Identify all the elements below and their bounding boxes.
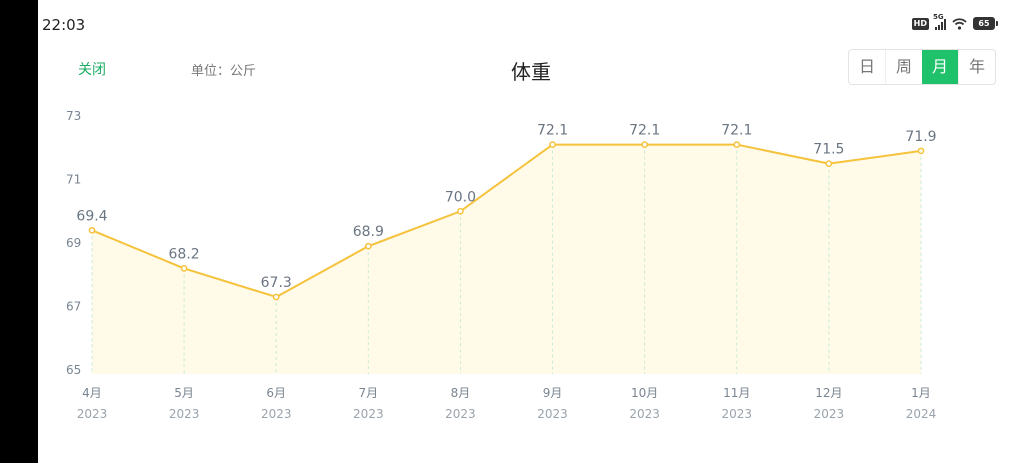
data-label: 72.1 (537, 123, 568, 139)
unit-label: 单位：公斤 (191, 64, 257, 79)
data-point (641, 141, 649, 148)
data-label: 71.5 (813, 142, 844, 158)
x-tick-label: 11月 (723, 386, 750, 400)
x-tick-label: 10月 (631, 386, 658, 400)
tab-year[interactable]: 年 (958, 50, 995, 84)
data-label: 72.1 (721, 123, 752, 139)
x-tick-label: 8月 (451, 386, 471, 400)
x-tick-year: 2023 (814, 407, 845, 421)
data-label: 72.1 (629, 123, 660, 139)
data-point (180, 265, 188, 272)
status-icons: HD 5G 65 (911, 13, 998, 30)
x-tick-label: 9月 (543, 386, 563, 400)
y-tick-label: 65 (66, 363, 81, 377)
hd-icon: HD (911, 17, 929, 30)
data-point (733, 141, 741, 148)
data-point (917, 147, 925, 155)
x-tick-label: 12月 (815, 386, 842, 400)
x-tick-year: 2023 (445, 407, 476, 421)
y-tick-label: 69 (66, 236, 81, 250)
data-label: 67.3 (261, 275, 292, 291)
x-tick-year: 2023 (261, 407, 292, 421)
data-label: 68.9 (353, 224, 384, 240)
x-tick-label: 6月 (266, 386, 286, 400)
data-label: 71.9 (905, 129, 936, 145)
tab-month[interactable]: 月 (922, 50, 958, 84)
data-label: 68.2 (169, 246, 200, 262)
left-edge-bar (0, 0, 38, 463)
x-tick-year: 2023 (353, 407, 384, 421)
close-button[interactable]: 关闭 (78, 62, 106, 78)
x-tick-label: 5月 (174, 386, 194, 400)
y-tick-label: 67 (66, 300, 81, 314)
data-point (272, 293, 280, 301)
tab-week[interactable]: 周 (885, 50, 922, 84)
y-tick-label: 73 (66, 109, 81, 123)
data-point (825, 160, 833, 167)
x-tick-year: 2023 (169, 407, 200, 421)
x-tick-year: 2023 (629, 407, 660, 421)
series-line (91, 143, 922, 298)
status-time: 22:03 (42, 16, 86, 34)
network-type: 5G (933, 12, 944, 21)
data-point (457, 207, 464, 215)
data-point (364, 242, 372, 250)
page-title: 体重 (511, 60, 551, 84)
x-tick-label: 1月 (911, 386, 931, 400)
y-tick-label: 71 (66, 173, 81, 187)
range-tabs: 日 周 月 年 (848, 49, 996, 85)
wifi-icon (952, 17, 967, 30)
x-tick-year: 2023 (537, 407, 568, 421)
x-tick-year: 2024 (906, 407, 937, 421)
battery-icon: 65 (973, 17, 998, 30)
x-tick-label: 7月 (359, 386, 379, 400)
data-point (88, 226, 96, 234)
x-tick-year: 2023 (722, 407, 753, 421)
area-fill (92, 144, 921, 374)
data-point (549, 141, 556, 148)
battery-level: 65 (973, 17, 995, 30)
x-tick-year: 2023 (77, 407, 108, 421)
data-label: 69.4 (76, 208, 107, 224)
tab-day[interactable]: 日 (858, 57, 875, 76)
data-label: 70.0 (445, 189, 476, 205)
x-tick-label: 4月 (82, 386, 102, 400)
signal-icon: 5G (933, 13, 946, 30)
